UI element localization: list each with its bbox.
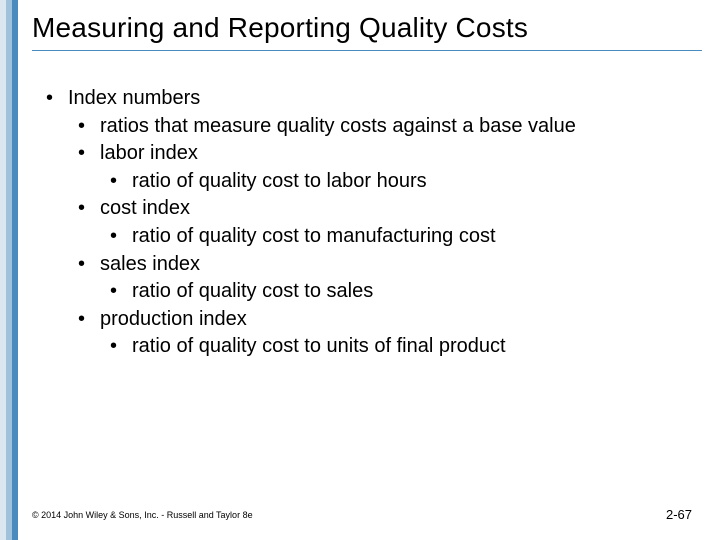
title-rule [32, 50, 702, 51]
bullet-list-level3: ratio of quality cost to units of final … [32, 333, 700, 361]
side-accent-bar [0, 0, 18, 540]
bullet-l3: ratio of quality cost to sales [132, 278, 700, 306]
bullet-l2: ratios that measure quality costs agains… [100, 113, 700, 141]
bullet-list-level2: cost index [32, 195, 700, 223]
bullet-list-level1: Index numbers [32, 85, 700, 113]
slide-title: Measuring and Reporting Quality Costs [32, 12, 700, 44]
bullet-list-level2: production index [32, 306, 700, 334]
bullet-list-level2: sales index [32, 251, 700, 279]
bullet-l3: ratio of quality cost to manufacturing c… [132, 223, 700, 251]
page-number: 2-67 [666, 507, 692, 522]
bullet-l3: ratio of quality cost to units of final … [132, 333, 700, 361]
bullet-l2: labor index [100, 140, 700, 168]
bullet-l2: production index [100, 306, 700, 334]
bullet-list-level3: ratio of quality cost to manufacturing c… [32, 223, 700, 251]
bullet-l3: ratio of quality cost to labor hours [132, 168, 700, 196]
copyright-text: © 2014 John Wiley & Sons, Inc. - Russell… [32, 510, 253, 520]
bullet-list-level3: ratio of quality cost to sales [32, 278, 700, 306]
bullet-list-level3: ratio of quality cost to labor hours [32, 168, 700, 196]
bullet-l2: sales index [100, 251, 700, 279]
bullet-l2: cost index [100, 195, 700, 223]
bullet-list-level2: ratios that measure quality costs agains… [32, 113, 700, 168]
stripe-dark [12, 0, 18, 540]
bullet-l1: Index numbers [68, 85, 700, 113]
slide-content: Measuring and Reporting Quality Costs In… [32, 12, 700, 361]
